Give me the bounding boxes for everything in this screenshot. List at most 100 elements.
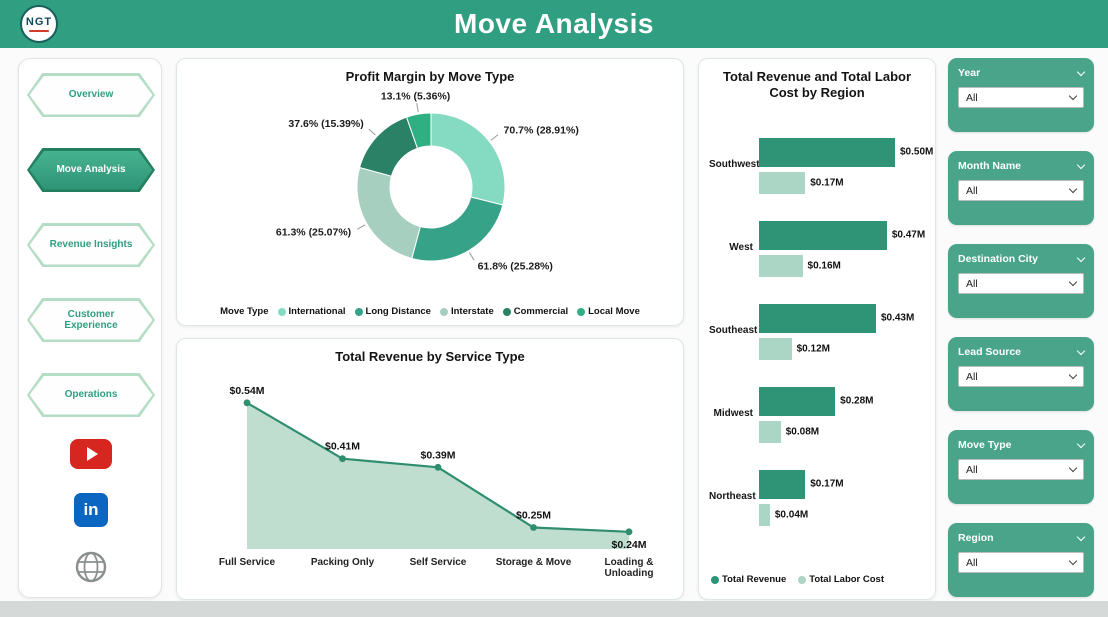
nav-move-analysis[interactable]: Move Analysis [27,148,155,192]
donut-slice-long-distance[interactable] [411,196,504,262]
region-row-southeast: Southeast $0.43M $0.12M [709,303,935,366]
legend-dot [577,307,586,316]
website-icon[interactable] [19,549,163,585]
destination-city-dropdown[interactable]: All [958,273,1084,294]
donut-slice-international[interactable] [430,112,506,206]
area-chart: $0.54M Full Service $0.41M Packing Only $0.3… [219,385,654,579]
filter-title: Move Type [958,439,1012,451]
filter-panel: Year All Month Name All Destination City… [948,58,1094,616]
donut-slice-label: 61.3% (25.07%) [276,227,351,239]
chart-title: Total Revenue and Total Labor Cost by Re… [722,69,912,101]
nav-revenue-insights[interactable]: Revenue Insights [27,223,155,267]
linkedin-icon[interactable]: in [19,493,163,527]
filter-month-name: Month Name All [948,151,1094,225]
region-label: Midwest [713,407,753,419]
bar-value-label: $0.16M [807,260,841,271]
axis-category-label: Storage & Move [496,557,572,568]
nav-label: Revenue Insights [49,239,133,251]
year-dropdown[interactable]: All [958,87,1084,108]
legend-item: Commercial [502,306,568,317]
total-labor-cost-bar[interactable]: $0.17M [759,171,844,194]
collapse-chevron-icon[interactable] [1076,253,1086,262]
data-point[interactable] [243,399,251,407]
region-label: Northeast [709,490,756,502]
data-point[interactable] [530,524,537,531]
total-revenue-bar[interactable]: $0.43M [759,303,914,333]
dropdown-value: All [966,463,978,476]
donut-slice-interstate[interactable] [356,166,421,260]
dropdown-chevron-icon [1068,277,1078,287]
filter-move-type: Move Type All [948,430,1094,504]
donut-legend: Move Type International Long Distance In… [177,306,683,317]
lead-source-dropdown[interactable]: All [958,366,1084,387]
logo-underline [29,29,49,32]
filter-year: Year All [948,58,1094,132]
legend-item: Local Move [577,306,640,317]
dropdown-chevron-icon [1068,556,1078,566]
collapse-chevron-icon[interactable] [1076,67,1086,76]
region-row-midwest: Midwest $0.28M $0.08M [709,386,935,449]
total-revenue-bar[interactable]: $0.28M [759,386,874,416]
total-labor-cost-bar[interactable]: $0.16M [759,254,841,277]
bar-value-label: $0.43M [880,312,915,324]
donut-slice-label: 13.1% (5.36%) [381,90,450,102]
profit-margin-card: Profit Margin by Move Type 70.7% (28.91%… [176,58,684,326]
nav-label: Customer Experience [64,308,118,332]
legend-item: Interstate [439,306,494,317]
bar-value-label: $0.50M [900,146,934,158]
axis-category-label: Full Service [219,557,276,568]
data-point[interactable] [339,455,346,463]
legend-title: Move Type [220,306,269,317]
dropdown-value: All [966,370,978,383]
data-label: $0.41M [325,441,360,453]
legend-item: Long Distance [354,306,431,317]
bar-value-label: $0.12M [796,343,830,354]
filter-title: Region [958,532,994,544]
chart-title: Total Revenue by Service Type [335,349,525,364]
total-labor-cost-bar[interactable]: $0.08M [759,420,819,443]
axis-category-label: Unloading [605,568,654,579]
legend-item: Total Revenue [711,574,786,585]
legend-item: International [277,306,346,317]
dropdown-value: All [966,184,978,197]
collapse-chevron-icon[interactable] [1076,532,1086,541]
data-label: $0.25M [516,510,551,522]
region-label: Southeast [709,324,758,336]
dropdown-value: All [966,91,978,104]
data-point[interactable] [625,528,633,536]
total-revenue-bar[interactable]: $0.47M [759,220,925,250]
bar-chart: Southwest $0.50M $0.17M West $0.47M $0.16M Sou… [709,137,935,532]
bar-value-label: $0.47M [891,229,926,241]
legend-dot [502,307,511,316]
total-labor-cost-bar[interactable]: $0.04M [759,503,808,526]
legend-dot [798,575,807,584]
nav-label: Operations [64,389,118,401]
collapse-chevron-icon[interactable] [1076,160,1086,169]
collapse-chevron-icon[interactable] [1076,346,1086,355]
header: NGT Move Analysis [0,0,1108,48]
donut-slice-local-move[interactable] [405,112,432,149]
collapse-chevron-icon[interactable] [1076,439,1086,448]
donut-slice-commercial[interactable] [359,116,419,177]
bar-legend: Total Revenue Total Labor Cost [711,574,884,585]
chart-title: Profit Margin by Move Type [345,69,515,84]
move-type-dropdown[interactable]: All [958,459,1084,480]
filter-title: Destination City [958,253,1038,265]
nav-overview[interactable]: Overview [27,73,155,117]
youtube-icon[interactable] [19,439,163,469]
bar-value-label: $0.08M [785,426,820,437]
bottom-strip [0,601,1108,617]
filter-title: Year [958,67,981,79]
nav-operations[interactable]: Operations [27,373,155,417]
month-name-dropdown[interactable]: All [958,180,1084,201]
data-point[interactable] [434,463,442,471]
bar-value-label: $0.28M [840,395,874,407]
dropdown-value: All [966,556,978,569]
total-revenue-bar[interactable]: $0.17M [759,469,844,499]
total-labor-cost-bar[interactable]: $0.12M [759,337,830,360]
region-dropdown[interactable]: All [958,552,1084,573]
dropdown-chevron-icon [1068,370,1078,380]
nav-customer-experience[interactable]: Customer Experience [27,298,155,342]
region-row-west: West $0.47M $0.16M [709,220,935,283]
total-revenue-bar[interactable]: $0.50M [759,137,933,167]
